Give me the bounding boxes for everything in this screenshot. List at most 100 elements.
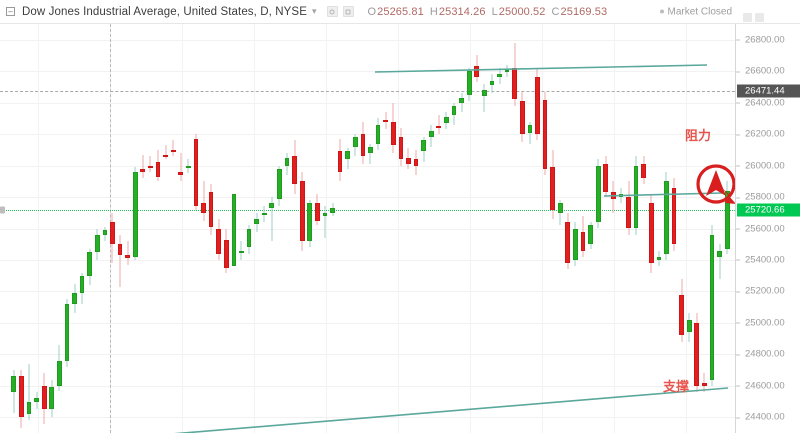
price-axis[interactable]: 26800.00 26600.00 26400.00 26200.00 26000.00…	[735, 24, 800, 433]
candlestick[interactable]	[686, 24, 692, 433]
candlestick[interactable]	[709, 24, 715, 433]
candlestick[interactable]	[201, 24, 206, 433]
candlestick[interactable]	[140, 24, 146, 433]
candlestick[interactable]	[557, 24, 563, 433]
candlestick[interactable]	[724, 24, 730, 433]
candlestick[interactable]	[155, 24, 161, 433]
candlestick[interactable]	[565, 24, 571, 433]
candlestick[interactable]	[694, 24, 700, 433]
candlestick[interactable]	[504, 24, 510, 433]
candlestick[interactable]	[489, 24, 495, 433]
candlestick[interactable]	[19, 24, 24, 433]
candlestick[interactable]	[466, 24, 472, 433]
candlestick[interactable]	[474, 24, 480, 433]
candlestick[interactable]	[284, 24, 290, 433]
candlestick[interactable]	[550, 24, 555, 433]
candlestick[interactable]	[588, 24, 593, 433]
toolbar-button-2[interactable]	[755, 13, 764, 22]
candlestick[interactable]	[277, 24, 282, 433]
candlestick[interactable]	[648, 24, 654, 433]
candlestick[interactable]	[11, 24, 17, 433]
minus-square-icon[interactable]: –	[6, 7, 15, 16]
candlestick[interactable]	[421, 24, 426, 433]
candlestick[interactable]	[679, 24, 685, 433]
candlestick[interactable]	[360, 24, 366, 433]
candlestick[interactable]	[79, 24, 85, 433]
candlestick[interactable]	[459, 24, 464, 433]
candlestick[interactable]	[383, 24, 389, 433]
candlestick[interactable]	[603, 24, 609, 433]
candlestick[interactable]	[413, 24, 419, 433]
candlestick[interactable]	[390, 24, 396, 433]
candlestick[interactable]	[580, 24, 586, 433]
candlestick[interactable]	[254, 24, 259, 433]
candlestick[interactable]	[352, 24, 358, 433]
candlestick[interactable]	[292, 24, 297, 433]
candlestick[interactable]	[444, 24, 449, 433]
candlestick[interactable]	[337, 24, 343, 433]
candlestick[interactable]	[41, 24, 47, 433]
candlestick[interactable]	[595, 24, 601, 433]
last-price-handle[interactable]	[0, 206, 5, 214]
candlestick[interactable]	[56, 24, 62, 433]
candlestick[interactable]	[178, 24, 184, 433]
candlestick[interactable]	[626, 24, 631, 433]
candlestick[interactable]	[163, 24, 168, 433]
chevron-down-icon[interactable]: ▾	[311, 6, 317, 16]
candlestick[interactable]	[87, 24, 93, 433]
candlestick[interactable]	[132, 24, 138, 433]
candlestick[interactable]	[299, 24, 305, 433]
candlestick[interactable]	[193, 24, 199, 433]
candlestick[interactable]	[497, 24, 502, 433]
annotation-support-label[interactable]: 支撑	[663, 380, 690, 395]
candlestick[interactable]	[519, 24, 525, 433]
candlestick[interactable]	[512, 24, 518, 433]
candlestick[interactable]	[208, 24, 214, 433]
candlestick[interactable]	[185, 24, 191, 433]
candlestick[interactable]	[573, 24, 578, 433]
candlestick[interactable]	[481, 24, 487, 433]
candlestick[interactable]	[117, 24, 123, 433]
candlestick[interactable]	[322, 24, 328, 433]
candlestick[interactable]	[436, 24, 442, 433]
candlestick[interactable]	[246, 24, 252, 433]
candlestick[interactable]	[611, 24, 616, 433]
candlestick[interactable]	[125, 24, 130, 433]
candlestick[interactable]	[406, 24, 411, 433]
candlestick[interactable]	[261, 24, 267, 433]
candlestick[interactable]	[223, 24, 229, 433]
axis-last-price-label[interactable]: 25720.66	[737, 203, 800, 217]
candlestick[interactable]	[72, 24, 77, 433]
candlestick[interactable]	[102, 24, 108, 433]
toolbar-button-1[interactable]	[743, 13, 752, 22]
candlestick[interactable]	[34, 24, 39, 433]
candlestick[interactable]	[26, 24, 32, 433]
candlestick[interactable]	[618, 24, 624, 433]
candlestick[interactable]	[633, 24, 639, 433]
candlestick[interactable]	[527, 24, 533, 433]
candlestick[interactable]	[170, 24, 176, 433]
candlestick[interactable]	[702, 24, 707, 433]
candlestick[interactable]	[451, 24, 457, 433]
candlestick[interactable]	[330, 24, 335, 433]
candlestick[interactable]	[368, 24, 373, 433]
candlestick[interactable]	[239, 24, 244, 433]
gear-icon[interactable]	[342, 6, 354, 17]
candlestick-plot[interactable]: 阻力 支撑	[0, 24, 735, 433]
candlestick[interactable]	[671, 24, 677, 433]
eye-icon[interactable]	[326, 6, 338, 17]
candlestick[interactable]	[641, 24, 647, 433]
candlestick[interactable]	[428, 24, 434, 433]
candlestick[interactable]	[315, 24, 320, 433]
candlestick[interactable]	[110, 24, 115, 433]
candlestick[interactable]	[49, 24, 55, 433]
candlestick[interactable]	[656, 24, 662, 433]
candlestick[interactable]	[148, 24, 153, 433]
candlestick[interactable]	[231, 24, 237, 433]
candlestick[interactable]	[269, 24, 275, 433]
candlestick[interactable]	[375, 24, 381, 433]
candlestick[interactable]	[664, 24, 669, 433]
candlestick[interactable]	[216, 24, 222, 433]
candlestick[interactable]	[535, 24, 540, 433]
candlestick[interactable]	[717, 24, 722, 433]
